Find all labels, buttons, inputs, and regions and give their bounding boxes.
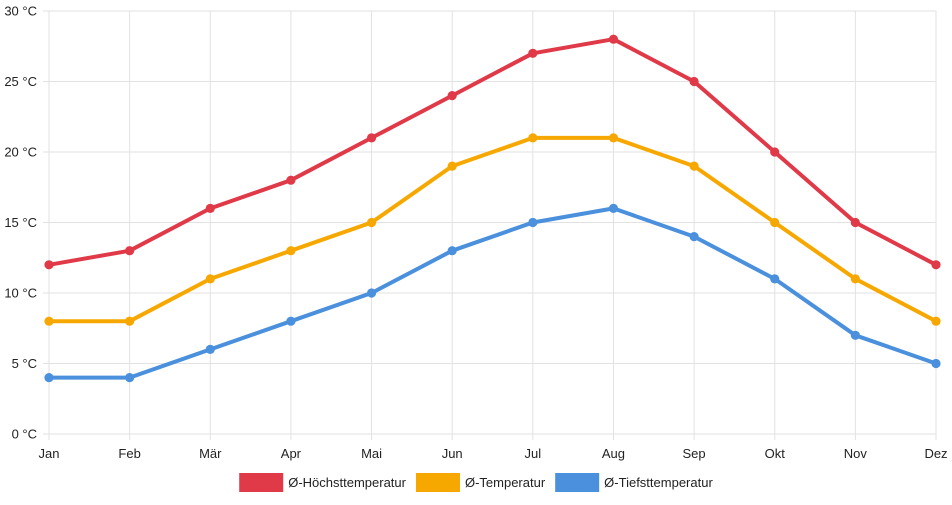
x-tick-label: Aug — [602, 446, 625, 461]
data-point[interactable] — [125, 316, 135, 326]
data-point[interactable] — [205, 344, 215, 354]
legend-label: Ø-Tiefsttemperatur — [604, 475, 713, 490]
data-point[interactable] — [770, 217, 780, 228]
y-tick-label: 0 °C — [12, 427, 37, 442]
series-layer — [44, 34, 941, 383]
series-line-2 — [47, 135, 938, 324]
data-point[interactable] — [770, 274, 780, 284]
legend-label: Ø-Höchsttemperatur — [288, 475, 406, 490]
y-tick-label: 5 °C — [12, 356, 37, 371]
x-tick-label: Feb — [118, 446, 140, 461]
data-point[interactable] — [528, 217, 538, 228]
data-point[interactable] — [125, 246, 135, 256]
legend-label: Ø-Temperatur — [465, 475, 546, 490]
legend-swatch — [239, 473, 284, 492]
data-point[interactable] — [608, 203, 619, 213]
data-point[interactable] — [689, 161, 699, 171]
y-tick-label: 30 °C — [4, 4, 37, 19]
y-tick-label: 25 °C — [4, 74, 37, 89]
legend-swatch — [555, 473, 600, 492]
data-point[interactable] — [205, 203, 215, 213]
x-tick-label: Nov — [844, 446, 868, 461]
data-point[interactable] — [447, 246, 457, 256]
data-point[interactable] — [125, 373, 135, 383]
legend-item-1[interactable]: Ø-Höchsttemperatur — [239, 473, 407, 492]
data-point[interactable] — [528, 48, 538, 58]
x-tick-label: Okt — [765, 446, 786, 461]
data-point[interactable] — [850, 217, 860, 228]
data-point[interactable] — [689, 232, 699, 242]
data-point[interactable] — [689, 76, 699, 87]
y-tick-label: 20 °C — [4, 145, 37, 160]
data-point[interactable] — [608, 34, 619, 44]
data-point[interactable] — [286, 316, 296, 326]
data-point[interactable] — [528, 133, 538, 143]
x-tick-label: Sep — [683, 446, 706, 461]
data-point[interactable] — [44, 260, 54, 270]
y-tick-label: 15 °C — [4, 215, 37, 230]
x-tick-label: Dez — [924, 446, 947, 461]
legend-item-3[interactable]: Ø-Tiefsttemperatur — [555, 473, 713, 492]
x-tick-label: Jun — [442, 446, 463, 461]
x-tick-label: Apr — [281, 446, 302, 461]
series-line-1 — [47, 37, 938, 267]
data-point[interactable] — [931, 358, 941, 369]
data-point[interactable] — [931, 316, 941, 326]
axes: 0 °C 5 °C 10 °C 15 °C 20 °C 25 °C 30 °C Jan Feb M… — [4, 4, 947, 462]
x-tick-label: Mai — [361, 446, 382, 461]
data-point[interactable] — [608, 133, 619, 143]
y-tick-label: 10 °C — [4, 286, 37, 301]
data-point[interactable] — [366, 288, 377, 298]
data-point[interactable] — [770, 147, 780, 157]
data-point[interactable] — [931, 260, 941, 270]
x-tick-label: Mär — [199, 446, 222, 461]
x-tick-label: Jan — [39, 446, 60, 461]
legend: Ø-Höchsttemperatur Ø-Temperatur Ø-Tiefstte… — [239, 473, 713, 492]
legend-item-2[interactable]: Ø-Temperatur — [415, 473, 546, 492]
data-point[interactable] — [44, 316, 54, 326]
x-tick-label: Jul — [525, 446, 542, 461]
data-point[interactable] — [447, 91, 457, 101]
legend-swatch — [415, 473, 460, 492]
data-point[interactable] — [366, 133, 377, 143]
series-line-3 — [47, 206, 938, 380]
data-point[interactable] — [850, 330, 860, 340]
data-point[interactable] — [44, 373, 54, 383]
data-point[interactable] — [286, 246, 296, 256]
data-point[interactable] — [366, 217, 377, 228]
data-point[interactable] — [286, 175, 296, 185]
data-point[interactable] — [205, 274, 215, 284]
data-point[interactable] — [447, 161, 457, 171]
data-point[interactable] — [850, 274, 860, 284]
